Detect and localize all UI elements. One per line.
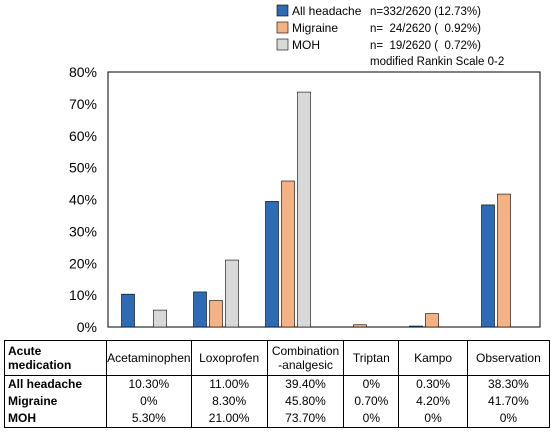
legend-note: modified Rankin Scale 0-2 [370,56,504,68]
bar-migraine [281,180,295,328]
corner-label-line1: Acute [8,344,42,358]
bar-migraine [497,193,511,328]
plot-area: 0% 10% 20% 30% 40% 50% 60% 70% 80% [69,64,541,335]
table-cell: 38.30% [466,375,550,393]
y-tick-label: 30% [69,223,97,239]
table-row: All headache 10.30% 11.00% 39.40% 0% 0.3… [3,375,550,393]
table-header-loxoprofen: Loxoprofen [190,340,268,376]
legend-swatch-moh [276,38,289,51]
y-tick-label: 10% [69,287,97,303]
row-label-moh: MOH [3,410,108,428]
legend-label-migraine: Migraine [292,21,338,35]
table-cell: 41.70% [466,393,550,410]
table-cell: 8.30% [190,393,268,410]
table-cell: 0% [343,410,400,428]
legend-stat-all-headache: n=332/2620 (12.73%) [370,6,481,18]
table-cell: 45.80% [266,393,345,410]
table-cell: 5.30% [106,410,192,428]
header-combination-line2: -analgesic [278,358,333,372]
y-tick-label: 0% [77,319,97,335]
table-cell: 0.30% [398,375,468,393]
bar-moh [297,91,311,328]
table-cell: 4.20% [398,393,468,410]
legend-label-all-headache: All headache [292,4,362,18]
bar-migraine [425,313,439,328]
table-cell: 0% [106,393,192,410]
legend-stat-migraine: n= 24/2620 ( 0.92%) [370,23,481,35]
row-label-all-headache: All headache [3,375,108,393]
bar-chart: 0% 10% 20% 30% 40% 50% 60% 70% 80% All headache … [69,4,541,335]
table-cell: 73.70% [266,410,345,428]
table-cell: 21.00% [190,410,268,428]
table-row: Migraine 0% 8.30% 45.80% 0.70% 4.20% 41.… [3,393,550,410]
table-cell: 0% [343,375,400,393]
y-tick-label: 70% [69,96,97,112]
header-combination-line1: Combination [271,344,340,358]
table-cell: 0% [466,410,550,428]
legend-stat-moh: n= 19/2620 ( 0.72%) [370,40,481,52]
bar-moh [153,309,167,328]
legend: All headache n=332/2620 (12.73%) Migrain… [276,4,504,68]
table-cell: 39.40% [266,375,345,393]
y-tick-label: 40% [69,192,97,208]
bar-all-headache [121,293,135,328]
table-header-acetaminophen: Acetaminophen [106,340,192,376]
legend-label-moh: MOH [292,38,320,52]
corner-label-line2: medication [8,358,72,372]
legend-swatch-all-headache [276,4,289,17]
table-header-combination-analgesic: Combination -analgesic [266,340,345,376]
table-corner-label: Acute medication [3,340,108,376]
row-label-migraine: Migraine [3,393,108,410]
y-tick-label: 80% [69,64,97,80]
bar-all-headache [193,291,207,328]
table-row: MOH 5.30% 21.00% 73.70% 0% 0% 0% [3,410,550,428]
y-tick-label: 60% [69,128,97,144]
bar-migraine [353,324,367,328]
bar-migraine [209,300,223,328]
bar-all-headache [265,201,279,328]
table-header-kampo: Kampo [398,340,468,376]
table-header-triptan: Triptan [343,340,400,376]
bar-moh [225,259,239,328]
y-tick-label: 20% [69,255,97,271]
y-tick-label: 50% [69,160,97,176]
bar-all-headache [409,325,423,328]
data-table: Acute medication Acetaminophen Loxoprofe… [3,340,550,428]
table-header-observation: Observation [466,340,550,376]
legend-swatch-migraine [276,21,289,34]
plot-frame [107,71,541,328]
bar-all-headache [481,204,495,328]
table-cell: 0% [398,410,468,428]
table-cell: 11.00% [190,375,268,393]
table-cell: 0.70% [343,393,400,410]
table-cell: 10.30% [106,375,192,393]
table-header-row: Acute medication Acetaminophen Loxoprofe… [3,340,550,376]
